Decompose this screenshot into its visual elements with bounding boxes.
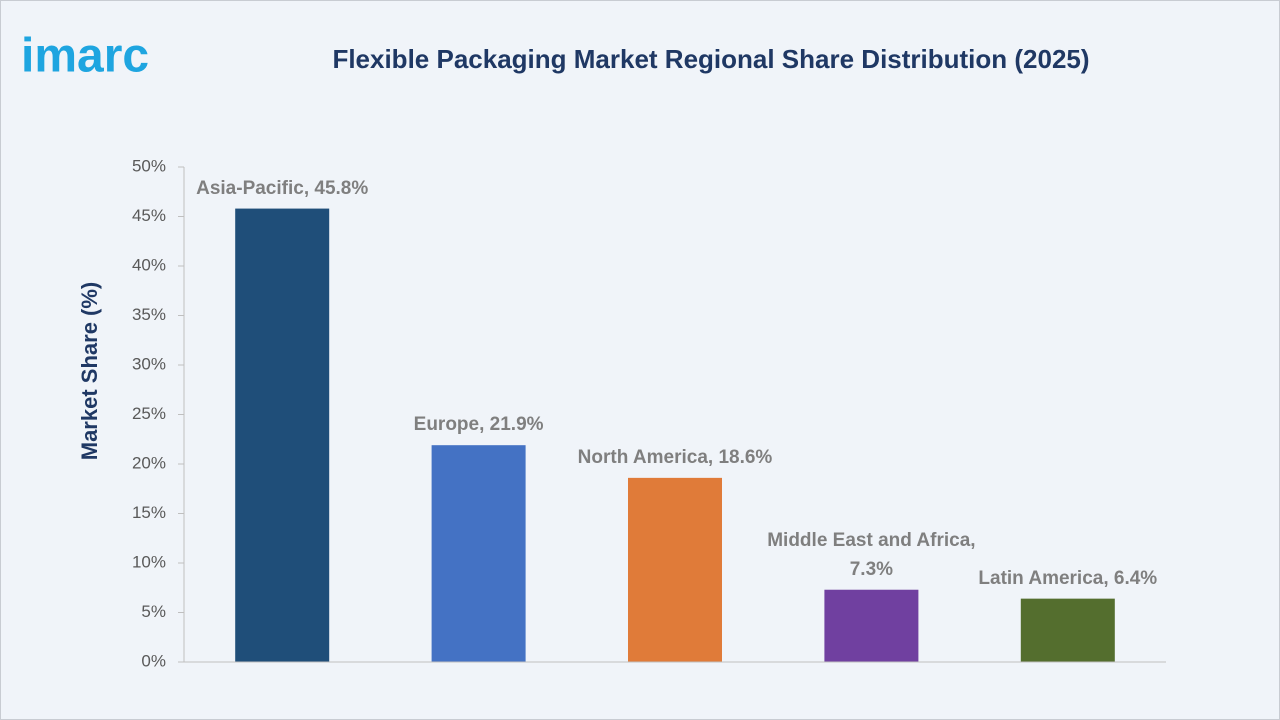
bar [628, 477, 722, 662]
y-tick-label: 25% [132, 404, 166, 423]
value-label: Latin America, 6.4% [978, 567, 1158, 589]
y-tick-label: 35% [132, 305, 166, 324]
value-label: Asia-Pacific, 45.8% [196, 177, 369, 199]
y-tick-label: 10% [132, 552, 166, 571]
bar [1020, 598, 1115, 662]
y-tick-label: 45% [132, 206, 166, 225]
logo: imarc [21, 30, 149, 83]
value-label: Middle East and Africa, 7.3% [767, 529, 976, 580]
y-tick-label: 20% [132, 453, 166, 472]
bar [235, 208, 330, 662]
chart-title: Flexible Packaging Market Regional Share… [332, 44, 1089, 74]
y-tick-label: 30% [132, 354, 166, 373]
bar [824, 589, 919, 662]
value-label: Europe, 21.9% [413, 414, 544, 436]
bar [431, 445, 526, 662]
y-axis-label: Market Share (%) [77, 282, 102, 461]
y-tick-label: 50% [132, 156, 166, 175]
value-label: North America, 18.6% [577, 446, 773, 468]
y-tick-label: 5% [141, 602, 166, 621]
y-tick-label: 15% [132, 503, 166, 522]
y-tick-label: 40% [132, 255, 166, 274]
y-tick-label: 0% [141, 651, 166, 670]
